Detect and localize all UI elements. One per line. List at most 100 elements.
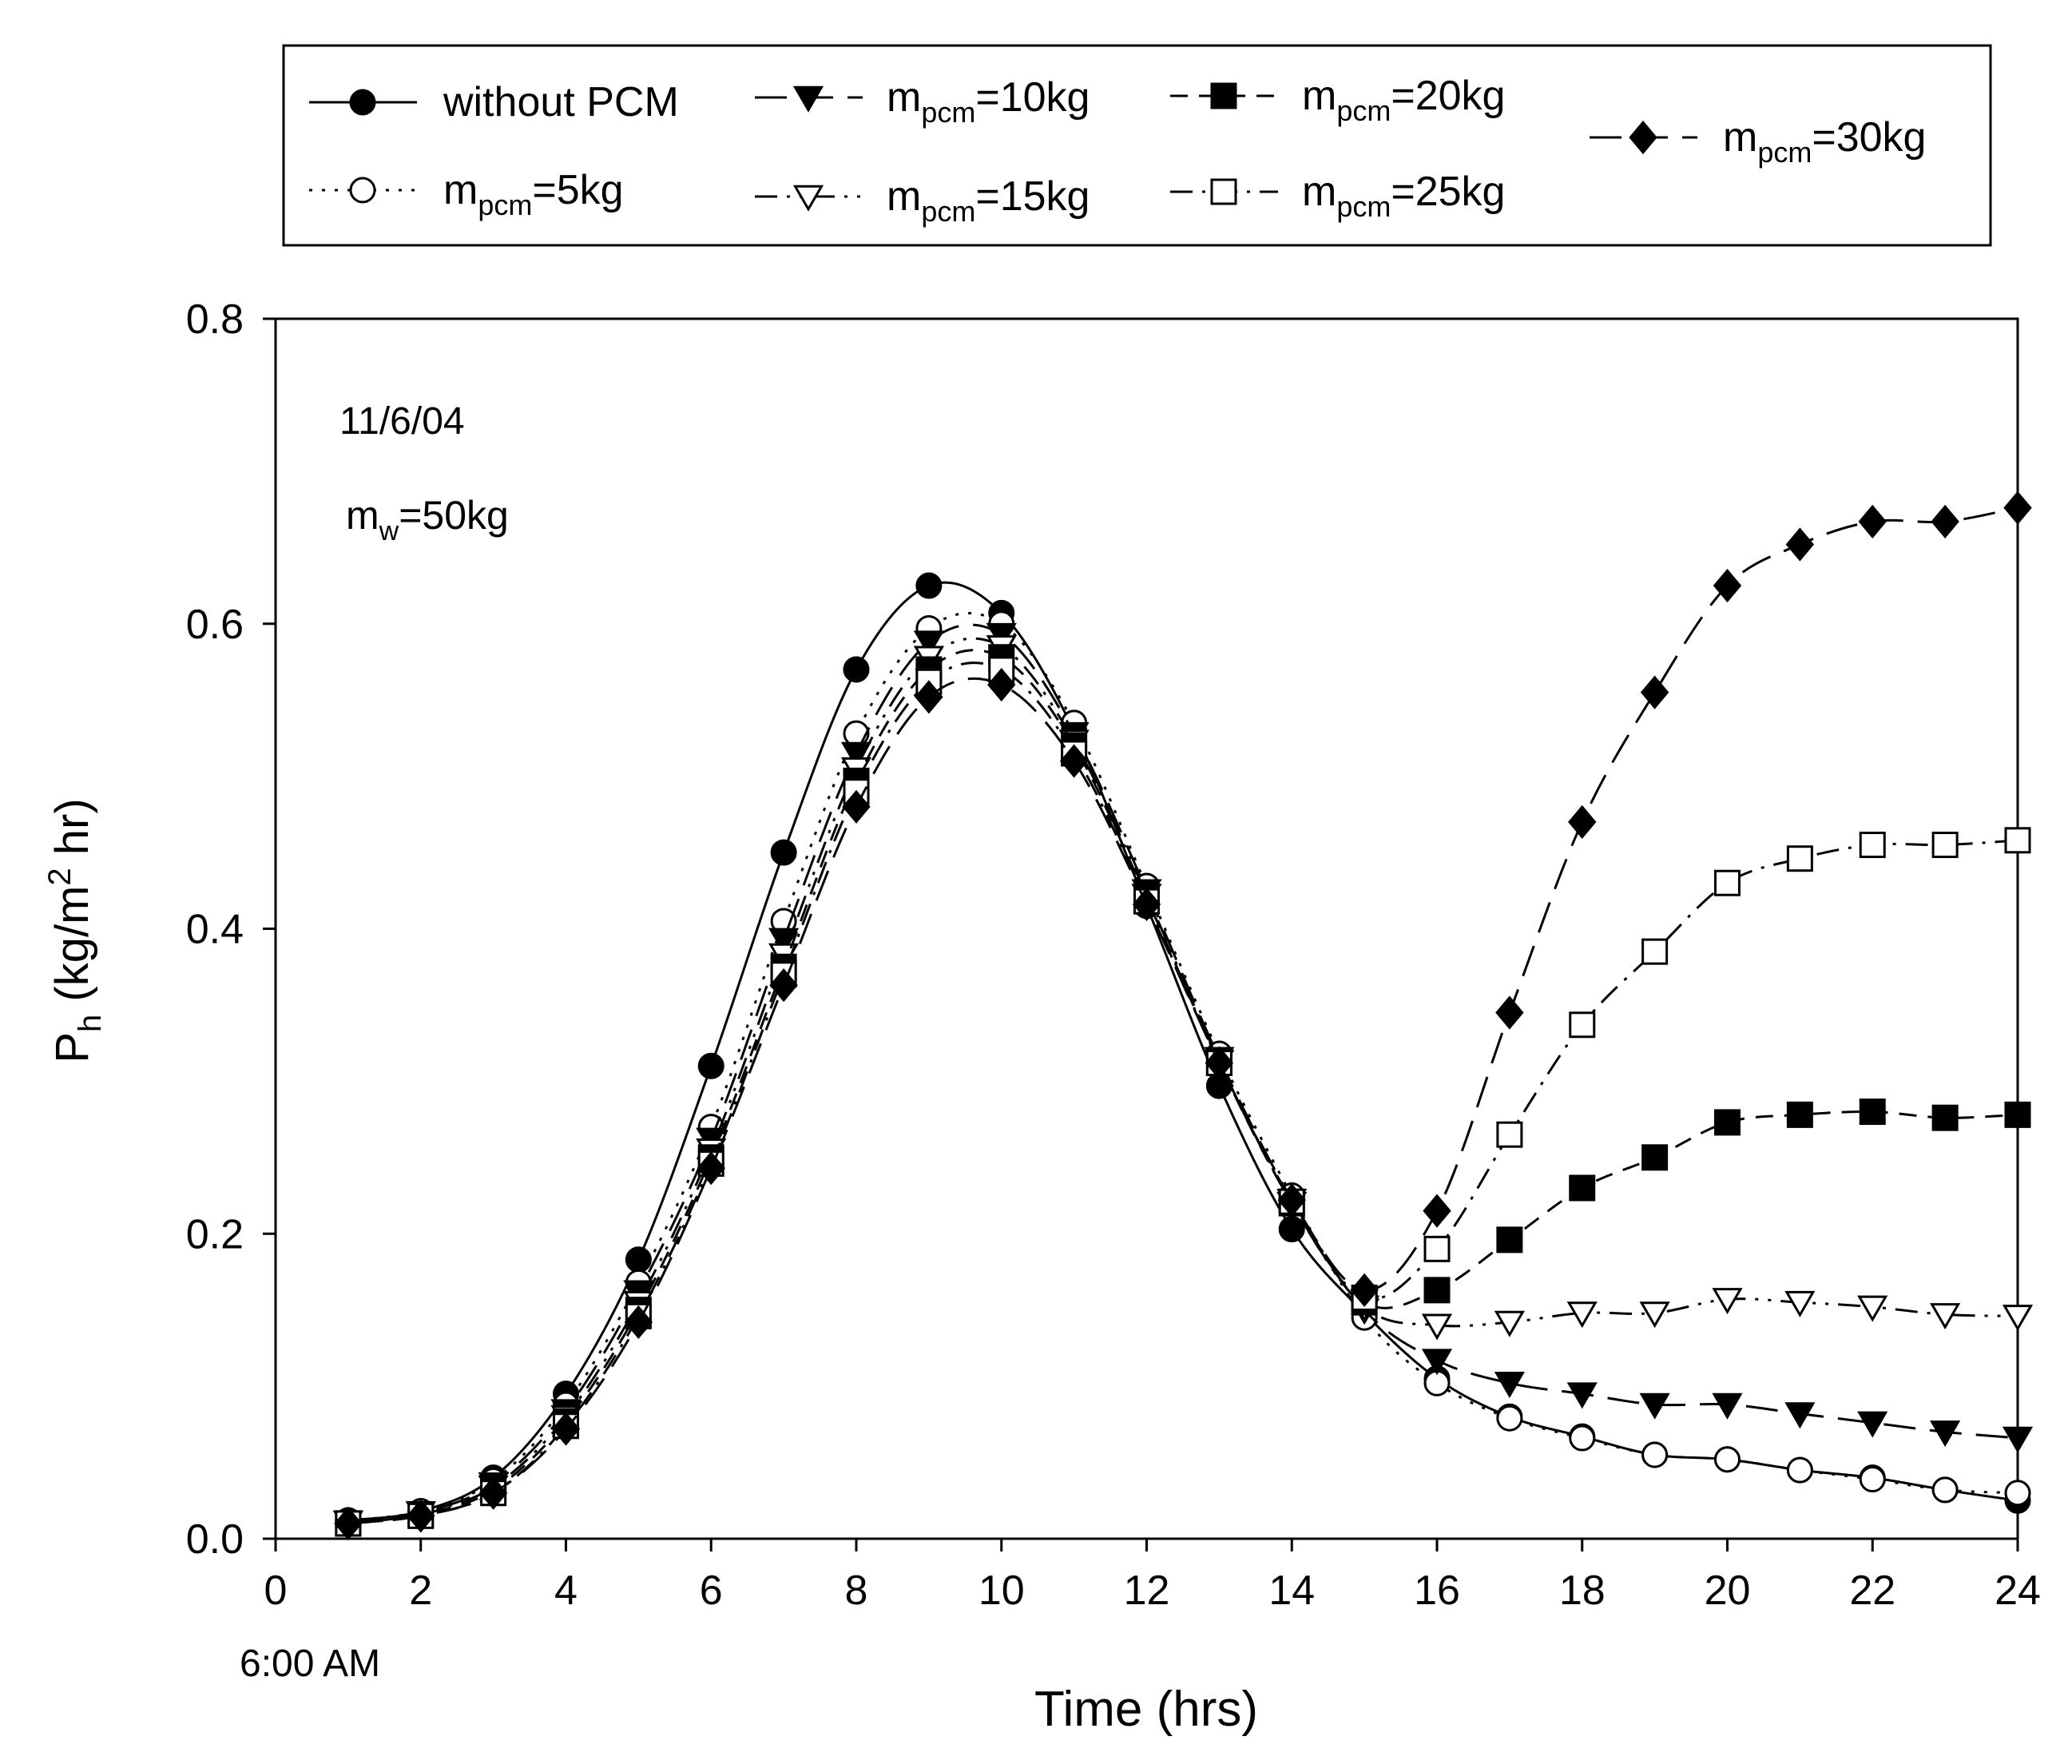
point-m-pcm-15kg: [2002, 1305, 2034, 1332]
point-m-pcm-20kg: [1931, 1104, 1959, 1131]
legend-entry-m-pcm-25kg: mpcm=25kg: [1170, 169, 1505, 223]
point-m-pcm-10kg: [1712, 1393, 1743, 1420]
legend: without PCM mpcm=5kg mpcm=10kg mpcm=15kg mpc…: [309, 73, 1926, 228]
point-m-pcm-30kg: [987, 668, 1016, 702]
point-without-pcm: [915, 572, 943, 599]
series-line-m-pcm-25kg: [347, 662, 2018, 1525]
series-group: [332, 491, 2034, 1540]
x-tick-label: 10: [978, 1567, 1025, 1614]
point-m-pcm-30kg: [769, 968, 798, 1003]
point-m-pcm-30kg: [334, 1506, 363, 1540]
point-m-pcm-10kg: [1494, 1372, 1525, 1399]
point-m-pcm-10kg: [1639, 1393, 1670, 1420]
point-m-pcm-10kg: [1857, 1411, 1888, 1438]
point-m-pcm-20kg: [1859, 1099, 1886, 1126]
series-m-pcm-25kg: [335, 656, 2031, 1537]
point-m-pcm-30kg: [1132, 887, 1161, 922]
point-m-pcm-5kg: [1569, 1424, 1596, 1452]
point-m-pcm-30kg: [1277, 1183, 1306, 1218]
point-without-pcm: [625, 1246, 652, 1273]
point-m-pcm-30kg: [1205, 1046, 1234, 1080]
point-m-pcm-30kg: [551, 1412, 581, 1446]
point-m-pcm-30kg: [842, 789, 871, 824]
point-without-pcm: [843, 656, 870, 683]
legend-entry-m-pcm-15kg: mpcm=15kg: [755, 173, 1090, 228]
point-m-pcm-5kg: [1859, 1466, 1886, 1493]
legend-label: without PCM: [443, 79, 679, 125]
point-m-pcm-30kg: [1350, 1273, 1379, 1307]
x-tick-label: 8: [845, 1567, 868, 1614]
legend-label: mpcm=5kg: [443, 167, 624, 221]
point-m-pcm-25kg: [1641, 938, 1669, 965]
legend-label: mpcm=25kg: [1302, 169, 1505, 223]
y-tick-label: 0.0: [186, 1516, 244, 1563]
point-m-pcm-10kg: [2002, 1426, 2034, 1453]
point-m-pcm-15kg: [1857, 1295, 1888, 1322]
point-m-pcm-15kg: [1930, 1303, 1961, 1330]
point-m-pcm-5kg: [1786, 1456, 1813, 1484]
legend-entry-m-pcm-10kg: mpcm=10kg: [755, 74, 1090, 129]
legend-label: mpcm=15kg: [887, 173, 1090, 228]
point-m-pcm-20kg: [1423, 1277, 1451, 1304]
legend-marker-m-pcm-20kg: [1210, 82, 1237, 109]
point-m-pcm-20kg: [1786, 1101, 1813, 1128]
mass-annotation-value: =50kg: [399, 493, 509, 538]
point-m-pcm-10kg: [1930, 1420, 1961, 1448]
point-m-pcm-10kg: [1421, 1349, 1453, 1376]
point-m-pcm-25kg: [1714, 869, 1741, 896]
point-without-pcm: [1278, 1216, 1305, 1243]
point-m-pcm-15kg: [1421, 1313, 1453, 1341]
legend-marker-without-pcm: [349, 89, 376, 116]
x-tick-label: 2: [409, 1567, 432, 1614]
point-m-pcm-15kg: [1639, 1301, 1670, 1329]
y-axis-label: Ph (kg/m2 hr): [42, 798, 108, 1063]
point-m-pcm-30kg: [1568, 805, 1597, 839]
x-tick-label: 12: [1124, 1567, 1170, 1614]
legend-label: mpcm=10kg: [887, 74, 1090, 129]
point-m-pcm-30kg: [1640, 675, 1669, 709]
series-m-pcm-20kg: [335, 644, 2031, 1537]
point-m-pcm-30kg: [697, 1151, 725, 1186]
x-tick-label: 24: [1995, 1567, 2041, 1614]
x-tick-label: 20: [1705, 1567, 1751, 1614]
point-m-pcm-30kg: [1858, 504, 1887, 538]
series-line-m-pcm-30kg: [347, 507, 2018, 1525]
y-tick-label: 0.8: [186, 296, 244, 343]
series-m-pcm-30kg: [334, 491, 2032, 1540]
legend-entry-without-pcm: without PCM: [309, 79, 679, 125]
point-m-pcm-20kg: [1496, 1226, 1523, 1253]
point-m-pcm-10kg: [768, 928, 800, 955]
point-m-pcm-25kg: [1859, 832, 1886, 859]
point-m-pcm-25kg: [1496, 1121, 1523, 1148]
y-axis-label-unit-end: hr): [46, 798, 98, 868]
point-m-pcm-30kg: [478, 1476, 508, 1510]
x-origin-note: 6:00 AM: [240, 1643, 380, 1685]
point-m-pcm-10kg: [1566, 1382, 1598, 1409]
point-m-pcm-25kg: [1931, 832, 1959, 859]
x-tick-label: 4: [554, 1567, 578, 1614]
y-tick-label: 0.4: [186, 907, 244, 953]
point-m-pcm-30kg: [1713, 568, 1742, 603]
x-axis-label: Time (hrs): [1034, 1682, 1258, 1737]
point-m-pcm-30kg: [407, 1499, 435, 1533]
y-tick-label: 0.2: [186, 1211, 244, 1257]
date-annotation: 11/6/04: [339, 400, 465, 443]
point-m-pcm-20kg: [1714, 1109, 1741, 1136]
legend-marker-m-pcm-5kg: [349, 177, 376, 204]
legend-label: mpcm=20kg: [1302, 73, 1505, 127]
point-m-pcm-30kg: [624, 1305, 653, 1340]
y-axis-label-unit-sup: 2: [42, 868, 77, 885]
point-m-pcm-20kg: [2004, 1101, 2031, 1128]
point-m-pcm-5kg: [2004, 1480, 2031, 1507]
x-tick-label: 22: [1849, 1567, 1895, 1614]
y-axis-label-sub: h: [73, 1015, 108, 1032]
point-m-pcm-25kg: [2004, 827, 2031, 854]
point-m-pcm-30kg: [1931, 504, 1959, 538]
x-tick-label: 0: [264, 1567, 288, 1614]
point-without-pcm: [697, 1052, 724, 1079]
legend-marker-m-pcm-30kg: [1629, 120, 1657, 155]
legend-marker-m-pcm-15kg: [792, 185, 824, 212]
legend-marker-m-pcm-25kg: [1210, 178, 1237, 205]
point-m-pcm-30kg: [1059, 744, 1089, 778]
